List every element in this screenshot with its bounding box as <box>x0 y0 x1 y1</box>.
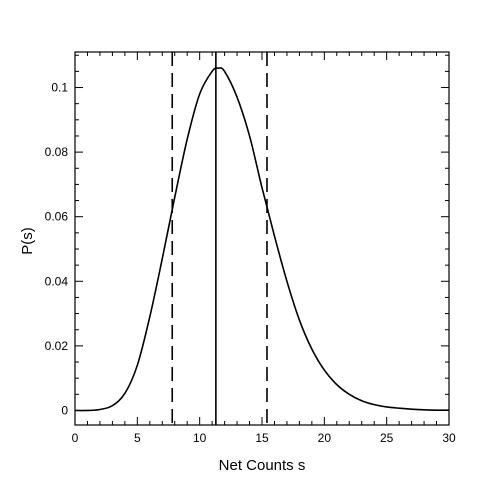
y-tick-label: 0.1 <box>51 81 68 95</box>
x-tick-label: 20 <box>318 431 332 445</box>
y-tick-label: 0 <box>61 403 68 417</box>
probability-curve <box>74 67 450 412</box>
x-axis-label: Net Counts s <box>219 457 306 474</box>
x-tick-label: 15 <box>255 431 269 445</box>
x-tick-label: 30 <box>442 431 456 445</box>
x-tick-label: 5 <box>134 431 141 445</box>
y-tick-label: 0.04 <box>45 274 69 288</box>
x-tick-label: 25 <box>380 431 394 445</box>
y-tick-label: 0.02 <box>45 339 69 353</box>
y-axis-label: P(s) <box>19 227 36 255</box>
x-tick-label: 0 <box>72 431 79 445</box>
y-tick-label: 0.06 <box>45 210 69 224</box>
y-tick-label: 0.08 <box>45 145 69 159</box>
x-tick-label: 10 <box>193 431 207 445</box>
plot-frame <box>74 51 450 426</box>
